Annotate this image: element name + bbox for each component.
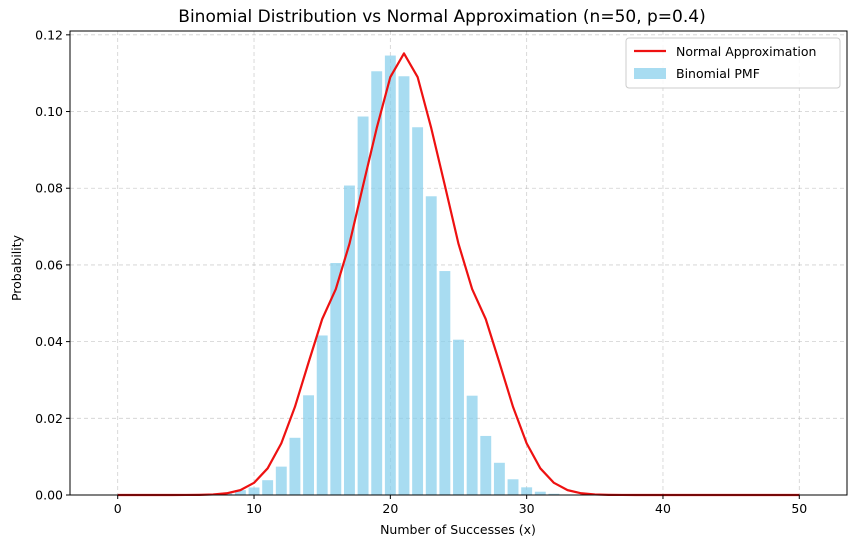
y-tick-label: 0.06	[35, 257, 63, 272]
y-tick-label: 0.00	[35, 488, 63, 503]
bar	[439, 271, 451, 495]
x-tick-label: 40	[655, 501, 671, 516]
x-tick-label: 20	[382, 501, 398, 516]
y-tick-label: 0.12	[35, 27, 63, 42]
bar	[507, 479, 519, 495]
bar	[289, 437, 301, 495]
bar	[534, 491, 546, 495]
x-tick-label: 50	[791, 501, 807, 516]
bars	[180, 55, 601, 496]
bar	[275, 466, 287, 495]
bar	[330, 263, 342, 495]
bar	[371, 71, 383, 495]
bar	[412, 127, 424, 496]
bar	[262, 480, 274, 495]
x-tick-label: 10	[246, 501, 262, 516]
bar	[466, 395, 478, 495]
bar	[425, 196, 437, 495]
bar	[493, 462, 505, 495]
bar	[480, 435, 492, 495]
x-ticks: 0 10 20 30 40 50	[114, 495, 807, 516]
bar	[548, 493, 560, 495]
y-tick-label: 0.04	[35, 334, 63, 349]
bar	[248, 487, 260, 495]
legend-label-normal: Normal Approximation	[676, 44, 816, 59]
bar	[303, 395, 315, 495]
y-tick-label: 0.10	[35, 104, 63, 119]
bar	[384, 55, 396, 496]
bar	[453, 339, 464, 495]
x-axis-label: Number of Successes (x)	[380, 522, 536, 537]
bar	[234, 490, 246, 495]
legend-box	[625, 37, 841, 89]
chart-title: Binomial Distribution vs Normal Approxim…	[178, 7, 705, 27]
plot-frame	[69, 30, 848, 496]
legend-label-binomial: Binomial PMF	[676, 66, 760, 81]
bar	[398, 76, 410, 496]
legend: Normal Approximation Binomial PMF	[625, 37, 841, 89]
bar	[316, 335, 328, 495]
bar	[357, 116, 369, 496]
x-tick-label: 0	[114, 501, 122, 516]
y-tick-label: 0.08	[35, 181, 63, 196]
y-axis-label: Probability	[9, 234, 24, 301]
y-ticks: 0.00 0.02 0.04 0.06 0.08 0.10 0.12	[35, 27, 70, 503]
bar	[521, 487, 533, 495]
y-tick-label: 0.02	[35, 411, 63, 426]
x-tick-label: 30	[519, 501, 535, 516]
legend-bar-swatch	[634, 68, 666, 79]
bar	[343, 185, 355, 495]
